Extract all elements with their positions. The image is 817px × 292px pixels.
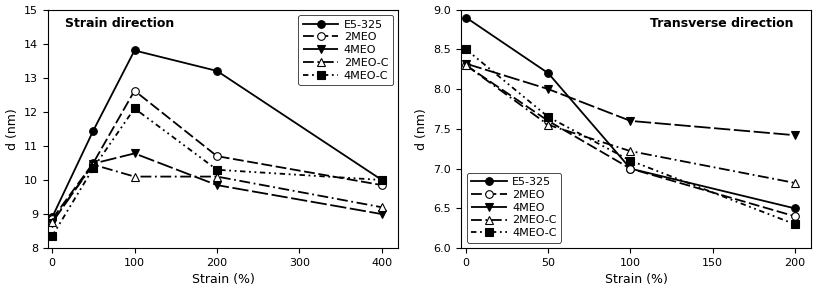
X-axis label: Strain (%): Strain (%) [192,273,255,286]
Y-axis label: d (nm): d (nm) [6,108,19,150]
Text: Strain direction: Strain direction [65,17,175,30]
Legend: E5-325, 2MEO, 4MEO, 2MEO-C, 4MEO-C: E5-325, 2MEO, 4MEO, 2MEO-C, 4MEO-C [467,173,561,243]
Legend: E5-325, 2MEO, 4MEO, 2MEO-C, 4MEO-C: E5-325, 2MEO, 4MEO, 2MEO-C, 4MEO-C [298,15,393,85]
Text: Transverse direction: Transverse direction [650,17,794,30]
X-axis label: Strain (%): Strain (%) [605,273,667,286]
Y-axis label: d (nm): d (nm) [415,108,428,150]
